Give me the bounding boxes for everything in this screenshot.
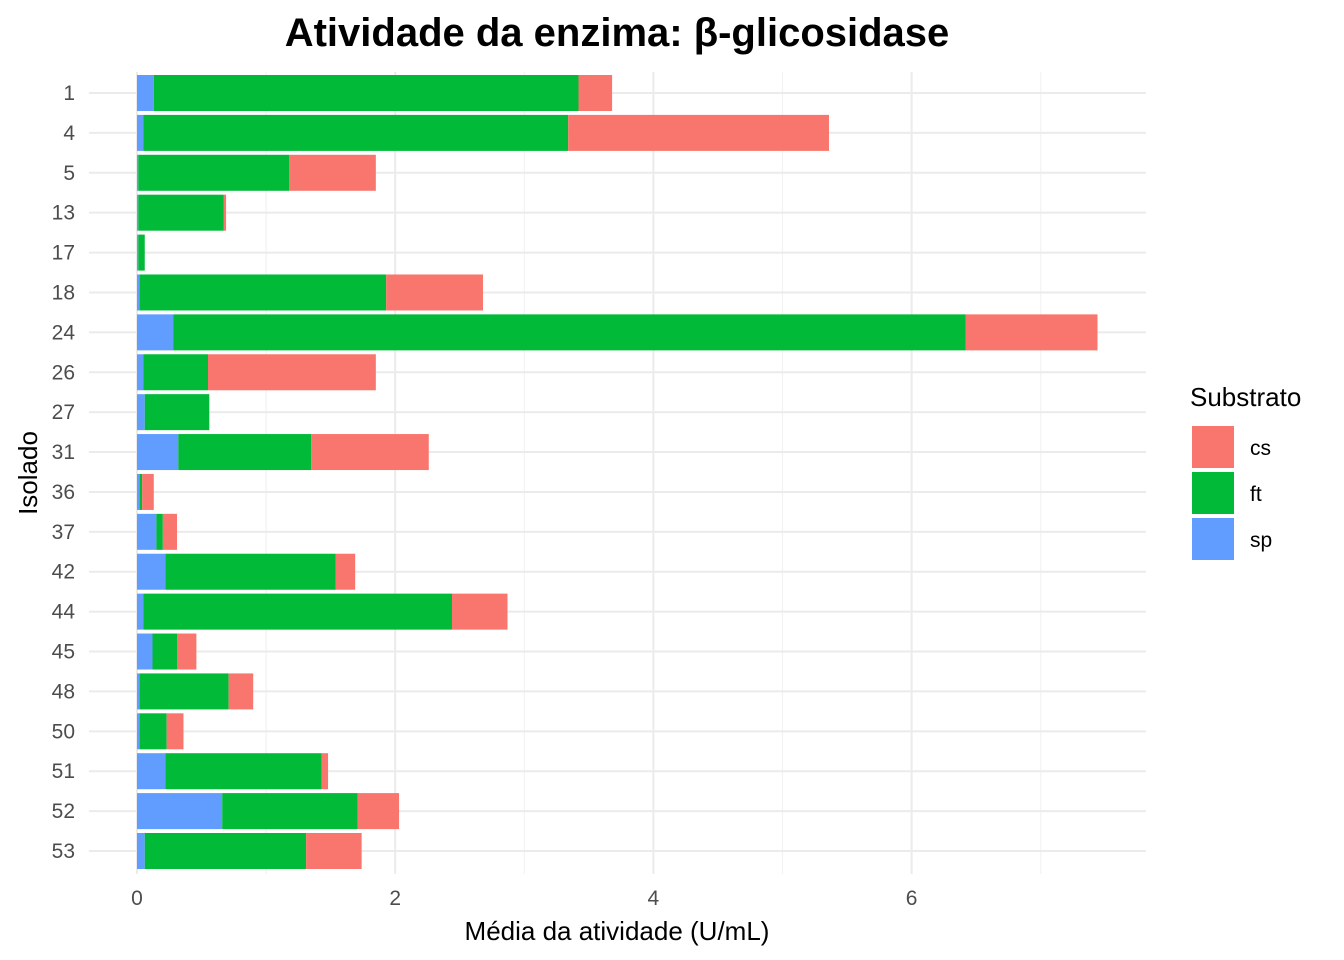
y-tick-label: 48	[52, 680, 75, 703]
bar-sp-isolado-31	[137, 434, 179, 471]
y-tick-label: 27	[52, 401, 75, 424]
bar-ft-isolado-53	[144, 833, 307, 869]
bar-cs-isolado-4	[568, 114, 829, 151]
x-axis-title: Média da atividade (U/mL)	[465, 916, 770, 946]
bar-sp-isolado-44	[137, 593, 144, 630]
bar-sp-isolado-51	[137, 753, 166, 790]
legend-label-cs: cs	[1250, 437, 1271, 460]
bar-sp-isolado-37	[137, 513, 157, 550]
bar-ft-isolado-1	[153, 75, 579, 111]
bar-cs-isolado-51	[321, 753, 329, 790]
bar-cs-isolado-37	[162, 513, 178, 550]
y-tick-label: 37	[52, 521, 75, 544]
x-tick-label: 4	[648, 887, 660, 910]
bar-cs-isolado-45	[177, 633, 197, 670]
bar-ft-isolado-51	[165, 753, 322, 790]
x-tick-label: 2	[389, 887, 401, 910]
bar-sp-isolado-5	[137, 154, 139, 191]
bar-sp-isolado-24	[137, 314, 174, 351]
bar-ft-isolado-50	[139, 713, 167, 750]
bar-ft-isolado-5	[138, 154, 290, 191]
y-tick-label: 36	[52, 481, 75, 504]
bar-sp-isolado-53	[137, 833, 145, 869]
bar-ft-isolado-4	[143, 114, 569, 151]
y-tick-label: 13	[52, 202, 75, 225]
bar-cs-isolado-18	[386, 274, 483, 311]
bar-cs-isolado-44	[452, 593, 508, 630]
bar-sp-isolado-27	[137, 394, 145, 431]
bar-ft-isolado-13	[138, 194, 224, 231]
y-tick-label: 26	[52, 361, 75, 384]
y-tick-label: 5	[63, 162, 75, 185]
bars	[137, 75, 1098, 869]
x-tick-label: 6	[906, 887, 918, 910]
bar-sp-isolado-42	[137, 553, 166, 590]
bar-ft-isolado-36	[139, 473, 143, 510]
bar-cs-isolado-5	[289, 154, 376, 191]
bar-sp-isolado-26	[137, 354, 144, 391]
bar-sp-isolado-45	[137, 633, 153, 670]
y-tick-label: 1	[63, 82, 75, 105]
y-tick-label: 51	[52, 760, 75, 783]
bar-cs-isolado-53	[306, 833, 362, 869]
legend-label-ft: ft	[1250, 483, 1262, 506]
bar-sp-isolado-18	[137, 274, 140, 311]
bar-sp-isolado-4	[137, 114, 144, 151]
y-tick-label: 18	[52, 281, 75, 304]
bar-cs-isolado-50	[166, 713, 184, 750]
legend-key-ft	[1192, 472, 1234, 514]
legend-label-sp: sp	[1250, 529, 1272, 552]
y-tick-label: 24	[52, 321, 76, 344]
bar-cs-isolado-52	[357, 793, 400, 830]
legend-key-cs	[1192, 426, 1234, 468]
y-tick-label: 44	[52, 601, 76, 624]
legend-title: Substrato	[1190, 382, 1301, 412]
bar-ft-isolado-52	[222, 793, 358, 830]
bar-cs-isolado-13	[223, 194, 227, 231]
bar-ft-isolado-44	[143, 593, 453, 630]
y-axis-title: Isolado	[13, 431, 43, 515]
bar-sp-isolado-52	[137, 793, 223, 830]
bar-sp-isolado-17	[137, 234, 139, 271]
bar-ft-isolado-37	[156, 513, 163, 550]
y-tick-label: 31	[52, 441, 75, 464]
bar-cs-isolado-48	[228, 673, 254, 710]
bar-cs-isolado-42	[335, 553, 356, 590]
bar-sp-isolado-36	[137, 473, 140, 510]
x-tick-label: 0	[131, 887, 143, 910]
bar-cs-isolado-31	[311, 434, 429, 471]
bar-ft-isolado-31	[178, 434, 312, 471]
bar-cs-isolado-1	[578, 75, 613, 111]
bar-sp-isolado-50	[137, 713, 140, 750]
bar-ft-isolado-42	[165, 553, 336, 590]
bar-cs-isolado-24	[965, 314, 1098, 351]
y-tick-label: 50	[52, 720, 75, 743]
y-tick-label: 53	[52, 840, 75, 863]
bar-sp-isolado-13	[137, 194, 139, 231]
bar-ft-isolado-24	[173, 314, 966, 351]
bar-cs-isolado-26	[208, 354, 376, 391]
grid-lines	[89, 72, 1146, 874]
y-tick-label: 42	[52, 561, 75, 584]
bar-sp-isolado-48	[137, 673, 140, 710]
y-tick-label: 17	[52, 242, 75, 265]
bar-ft-isolado-27	[144, 394, 210, 431]
y-tick-label: 45	[52, 641, 75, 664]
bar-sp-isolado-1	[137, 75, 154, 111]
chart-title: Atividade da enzima: β-glicosidase	[285, 11, 950, 55]
bar-ft-isolado-18	[139, 274, 387, 311]
bar-ft-isolado-17	[138, 234, 145, 271]
legend: Substrato cs ft sp	[1190, 382, 1301, 560]
bar-cs-isolado-36	[142, 473, 154, 510]
bar-ft-isolado-48	[139, 673, 229, 710]
y-tick-label: 4	[63, 122, 75, 145]
y-tick-label: 52	[52, 800, 75, 823]
bar-ft-isolado-45	[152, 633, 178, 670]
x-axis-tick-labels: 0 2 4 6	[131, 887, 917, 910]
legend-key-sp	[1192, 518, 1234, 560]
bar-ft-isolado-26	[143, 354, 209, 391]
